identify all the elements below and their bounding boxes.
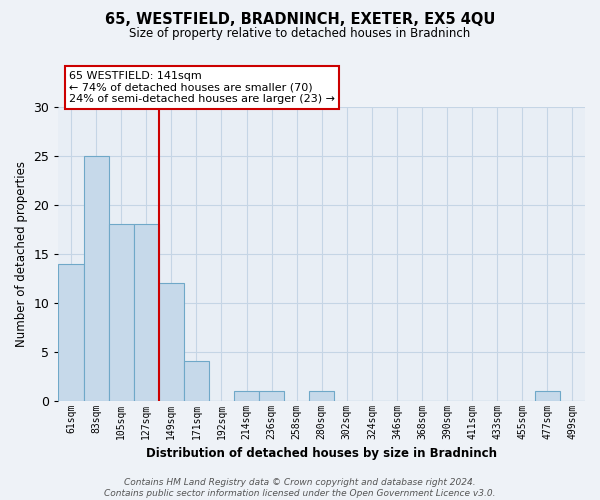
Bar: [58, 264, 83, 400]
Bar: [134, 224, 159, 400]
Text: 65 WESTFIELD: 141sqm
← 74% of detached houses are smaller (70)
24% of semi-detac: 65 WESTFIELD: 141sqm ← 74% of detached h…: [69, 71, 335, 104]
Bar: [184, 362, 209, 401]
X-axis label: Distribution of detached houses by size in Bradninch: Distribution of detached houses by size …: [146, 447, 497, 460]
Bar: [159, 283, 184, 401]
Bar: [109, 224, 134, 400]
Bar: [83, 156, 109, 400]
Text: Size of property relative to detached houses in Bradninch: Size of property relative to detached ho…: [130, 28, 470, 40]
Y-axis label: Number of detached properties: Number of detached properties: [15, 161, 28, 347]
Bar: [234, 391, 259, 400]
Text: Contains HM Land Registry data © Crown copyright and database right 2024.
Contai: Contains HM Land Registry data © Crown c…: [104, 478, 496, 498]
Bar: [535, 391, 560, 400]
Bar: [259, 391, 284, 400]
Bar: [309, 391, 334, 400]
Text: 65, WESTFIELD, BRADNINCH, EXETER, EX5 4QU: 65, WESTFIELD, BRADNINCH, EXETER, EX5 4Q…: [105, 12, 495, 28]
